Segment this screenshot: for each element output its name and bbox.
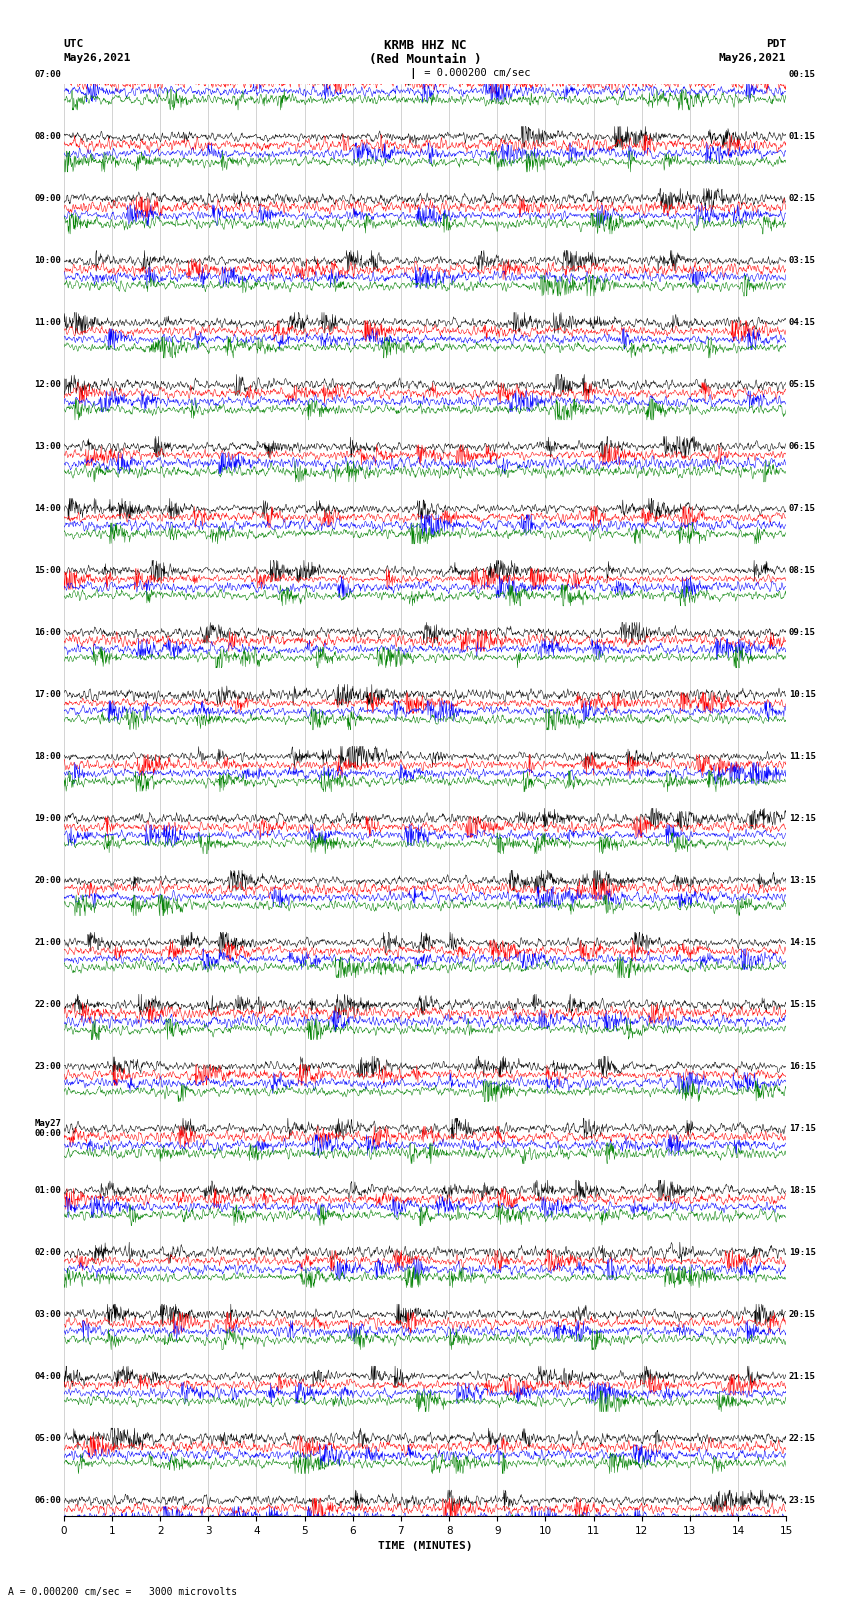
Text: KRMB HHZ NC: KRMB HHZ NC [383,39,467,52]
Text: 12:15: 12:15 [789,815,816,823]
Text: A = 0.000200 cm/sec =   3000 microvolts: A = 0.000200 cm/sec = 3000 microvolts [8,1587,238,1597]
Text: 01:00: 01:00 [34,1186,61,1195]
Text: 17:00: 17:00 [34,690,61,700]
Text: 05:15: 05:15 [789,381,816,389]
Text: 02:15: 02:15 [789,195,816,203]
Text: 13:00: 13:00 [34,442,61,452]
Text: 14:15: 14:15 [789,939,816,947]
Text: UTC: UTC [64,39,84,48]
Text: 16:00: 16:00 [34,629,61,637]
Text: 03:15: 03:15 [789,256,816,266]
X-axis label: TIME (MINUTES): TIME (MINUTES) [377,1542,473,1552]
Text: 12:00: 12:00 [34,381,61,389]
Text: 10:00: 10:00 [34,256,61,266]
Text: 21:00: 21:00 [34,939,61,947]
Text: 20:15: 20:15 [789,1310,816,1319]
Text: = 0.000200 cm/sec: = 0.000200 cm/sec [418,68,530,77]
Text: 00:15: 00:15 [789,71,816,79]
Text: 01:15: 01:15 [789,132,816,142]
Text: 06:15: 06:15 [789,442,816,452]
Text: 08:00: 08:00 [34,132,61,142]
Text: PDT: PDT [766,39,786,48]
Text: 02:00: 02:00 [34,1248,61,1257]
Text: 06:00: 06:00 [34,1495,61,1505]
Text: 16:15: 16:15 [789,1061,816,1071]
Text: 15:00: 15:00 [34,566,61,576]
Text: 11:00: 11:00 [34,318,61,327]
Text: 19:00: 19:00 [34,815,61,823]
Text: 15:15: 15:15 [789,1000,816,1010]
Text: 17:15: 17:15 [789,1124,816,1134]
Text: May26,2021: May26,2021 [719,53,786,63]
Text: 19:15: 19:15 [789,1248,816,1257]
Text: 03:00: 03:00 [34,1310,61,1319]
Text: 23:15: 23:15 [789,1495,816,1505]
Text: 09:15: 09:15 [789,629,816,637]
Text: 20:00: 20:00 [34,876,61,886]
Text: 21:15: 21:15 [789,1373,816,1381]
Text: 11:15: 11:15 [789,752,816,761]
Text: 18:00: 18:00 [34,752,61,761]
Text: 04:15: 04:15 [789,318,816,327]
Text: 04:00: 04:00 [34,1373,61,1381]
Text: May27
00:00: May27 00:00 [34,1119,61,1139]
Text: 07:15: 07:15 [789,505,816,513]
Text: 08:15: 08:15 [789,566,816,576]
Text: 22:00: 22:00 [34,1000,61,1010]
Text: May26,2021: May26,2021 [64,53,131,63]
Text: 14:00: 14:00 [34,505,61,513]
Text: |: | [410,68,416,79]
Text: 10:15: 10:15 [789,690,816,700]
Text: 13:15: 13:15 [789,876,816,886]
Text: 22:15: 22:15 [789,1434,816,1444]
Text: 09:00: 09:00 [34,195,61,203]
Text: 18:15: 18:15 [789,1186,816,1195]
Text: 23:00: 23:00 [34,1061,61,1071]
Text: 05:00: 05:00 [34,1434,61,1444]
Text: (Red Mountain ): (Red Mountain ) [369,53,481,66]
Text: 07:00: 07:00 [34,71,61,79]
